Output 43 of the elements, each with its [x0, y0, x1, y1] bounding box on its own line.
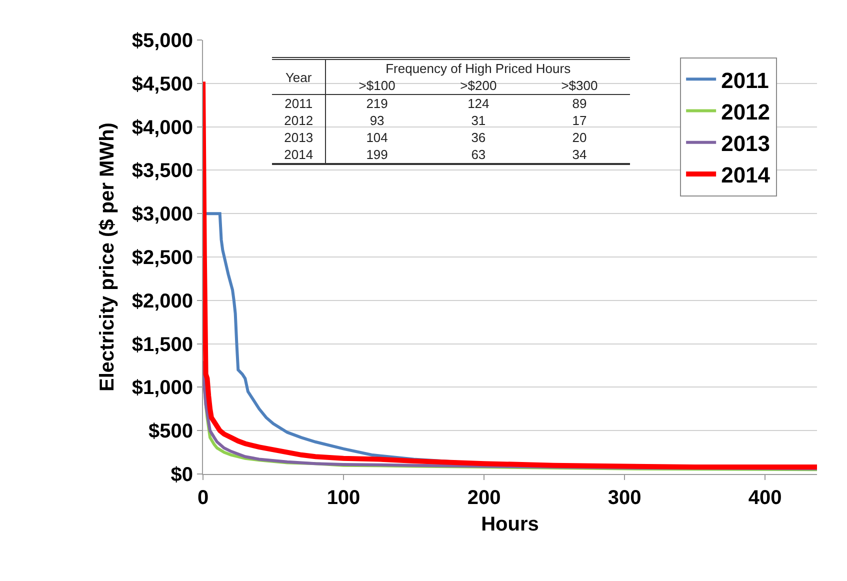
- y-tick-label: $3,000: [132, 204, 193, 226]
- y-tick-label: $2,500: [132, 247, 193, 269]
- annotation: 31: [470, 112, 487, 129]
- x-tick-label: 200: [467, 487, 501, 509]
- legend-label: 2012: [721, 99, 770, 124]
- y-tick-label: $500: [148, 420, 193, 443]
- x-tick-label: 400: [748, 487, 782, 509]
- y-axis-title: Electricity price ($ per MWh): [96, 122, 118, 392]
- legend-label: 2011: [721, 68, 769, 93]
- legend-label: 2014: [721, 162, 771, 188]
- annotation: 34: [528, 146, 630, 164]
- annotation: >$100: [326, 77, 428, 94]
- annotation: Year: [272, 58, 326, 94]
- annotation: >$200: [428, 77, 529, 94]
- x-tick-label: 100: [326, 487, 360, 509]
- x-tick-label: 0: [197, 487, 209, 509]
- annotation: 17: [571, 112, 588, 129]
- legend-label: 2013: [721, 130, 770, 156]
- y-tick-label: $4,000: [132, 116, 193, 139]
- annotation: 2014: [272, 146, 326, 164]
- annotation: 36: [470, 129, 487, 146]
- annotation: >$300: [528, 77, 630, 94]
- annotation: 89: [571, 95, 588, 112]
- annotation: 20: [571, 129, 588, 146]
- annotation: 2011: [272, 94, 326, 112]
- annotation: 63: [428, 146, 529, 164]
- annotation: 219: [365, 95, 389, 112]
- y-tick-label: $0: [170, 464, 193, 486]
- annotation: 93: [368, 112, 386, 129]
- annotation: 104: [365, 129, 389, 146]
- y-tick-label: $1,500: [132, 334, 193, 356]
- annotation: 2012: [272, 112, 326, 129]
- y-tick-label: $4,500: [132, 73, 193, 96]
- x-tick-label: 300: [608, 487, 642, 509]
- y-tick-label: $1,000: [132, 377, 193, 400]
- annotation: Frequency of High Priced Hours: [326, 58, 630, 77]
- y-tick-label: $3,500: [132, 160, 193, 182]
- x-axis-title: Hours: [481, 514, 539, 536]
- annotation: 124: [466, 95, 490, 112]
- annotation: 199: [326, 146, 428, 164]
- y-tick-label: $2,000: [132, 290, 193, 312]
- y-tick-label: $5,000: [132, 30, 193, 52]
- annotation: 2013: [272, 129, 326, 146]
